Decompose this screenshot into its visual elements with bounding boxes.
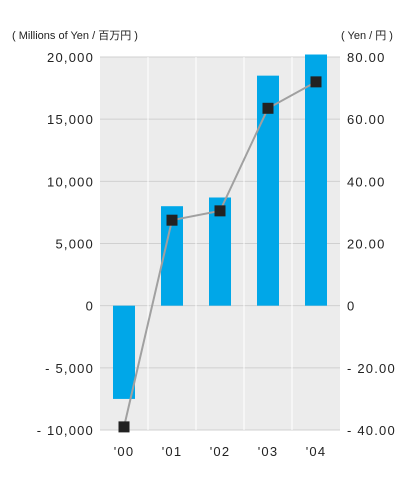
line-marker-4: [310, 76, 322, 88]
left-tick-label: 0: [86, 299, 94, 314]
left-axis-ticks: 20,000 15,000 10,000 5,000 0 - 5,000 - 10,000: [37, 50, 94, 438]
x-tick-label: '03: [258, 444, 279, 459]
right-tick-label: 40.00: [347, 174, 386, 189]
right-tick-label: - 20.00: [347, 361, 396, 376]
right-axis-unit-label: ( Yen / 円 ): [341, 30, 393, 42]
bar-1: [161, 206, 183, 306]
left-tick-label: 15,000: [47, 112, 94, 127]
right-axis-ticks: 80.00 60.00 40.00 20.00 0 - 20.00 - 40.00: [347, 50, 396, 438]
x-tick-label: '00: [114, 444, 135, 459]
bar-0: [113, 305, 135, 399]
line-marker-1: [166, 214, 178, 226]
line-marker-3: [262, 102, 274, 114]
left-tick-label: - 10,000: [37, 423, 94, 438]
right-tick-label: - 40.00: [347, 423, 396, 438]
bar-4: [305, 54, 327, 306]
x-tick-label: '01: [162, 444, 183, 459]
x-tick-label: '04: [306, 444, 327, 459]
left-tick-label: 5,000: [55, 237, 94, 252]
right-tick-label: 60.00: [347, 112, 386, 127]
bar-series: [113, 54, 327, 399]
right-tick-label: 0: [347, 299, 355, 314]
bar-3: [257, 75, 279, 306]
gridlines: [100, 56, 340, 431]
left-tick-label: - 5,000: [45, 361, 94, 376]
line-markers: [118, 76, 322, 433]
left-axis-unit-label: ( Millions of Yen / 百万円 ): [12, 30, 138, 42]
right-tick-label: 20.00: [347, 237, 386, 252]
bar-2: [209, 197, 231, 306]
line-marker-0: [118, 421, 130, 433]
left-tick-label: 20,000: [47, 50, 94, 65]
x-axis-ticks: '00 '01 '02 '03 '04: [114, 444, 327, 459]
right-tick-label: 80.00: [347, 50, 386, 65]
left-tick-label: 10,000: [47, 174, 94, 189]
x-tick-label: '02: [210, 444, 231, 459]
line-marker-2: [214, 205, 226, 217]
